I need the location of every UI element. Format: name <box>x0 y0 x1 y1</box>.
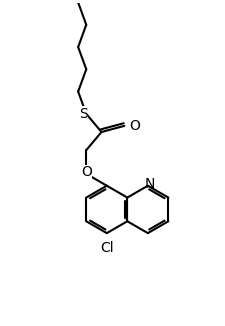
Text: O: O <box>81 165 92 179</box>
Text: N: N <box>145 177 155 191</box>
Text: Cl: Cl <box>100 241 114 255</box>
Text: S: S <box>79 107 88 121</box>
Text: O: O <box>129 119 140 133</box>
